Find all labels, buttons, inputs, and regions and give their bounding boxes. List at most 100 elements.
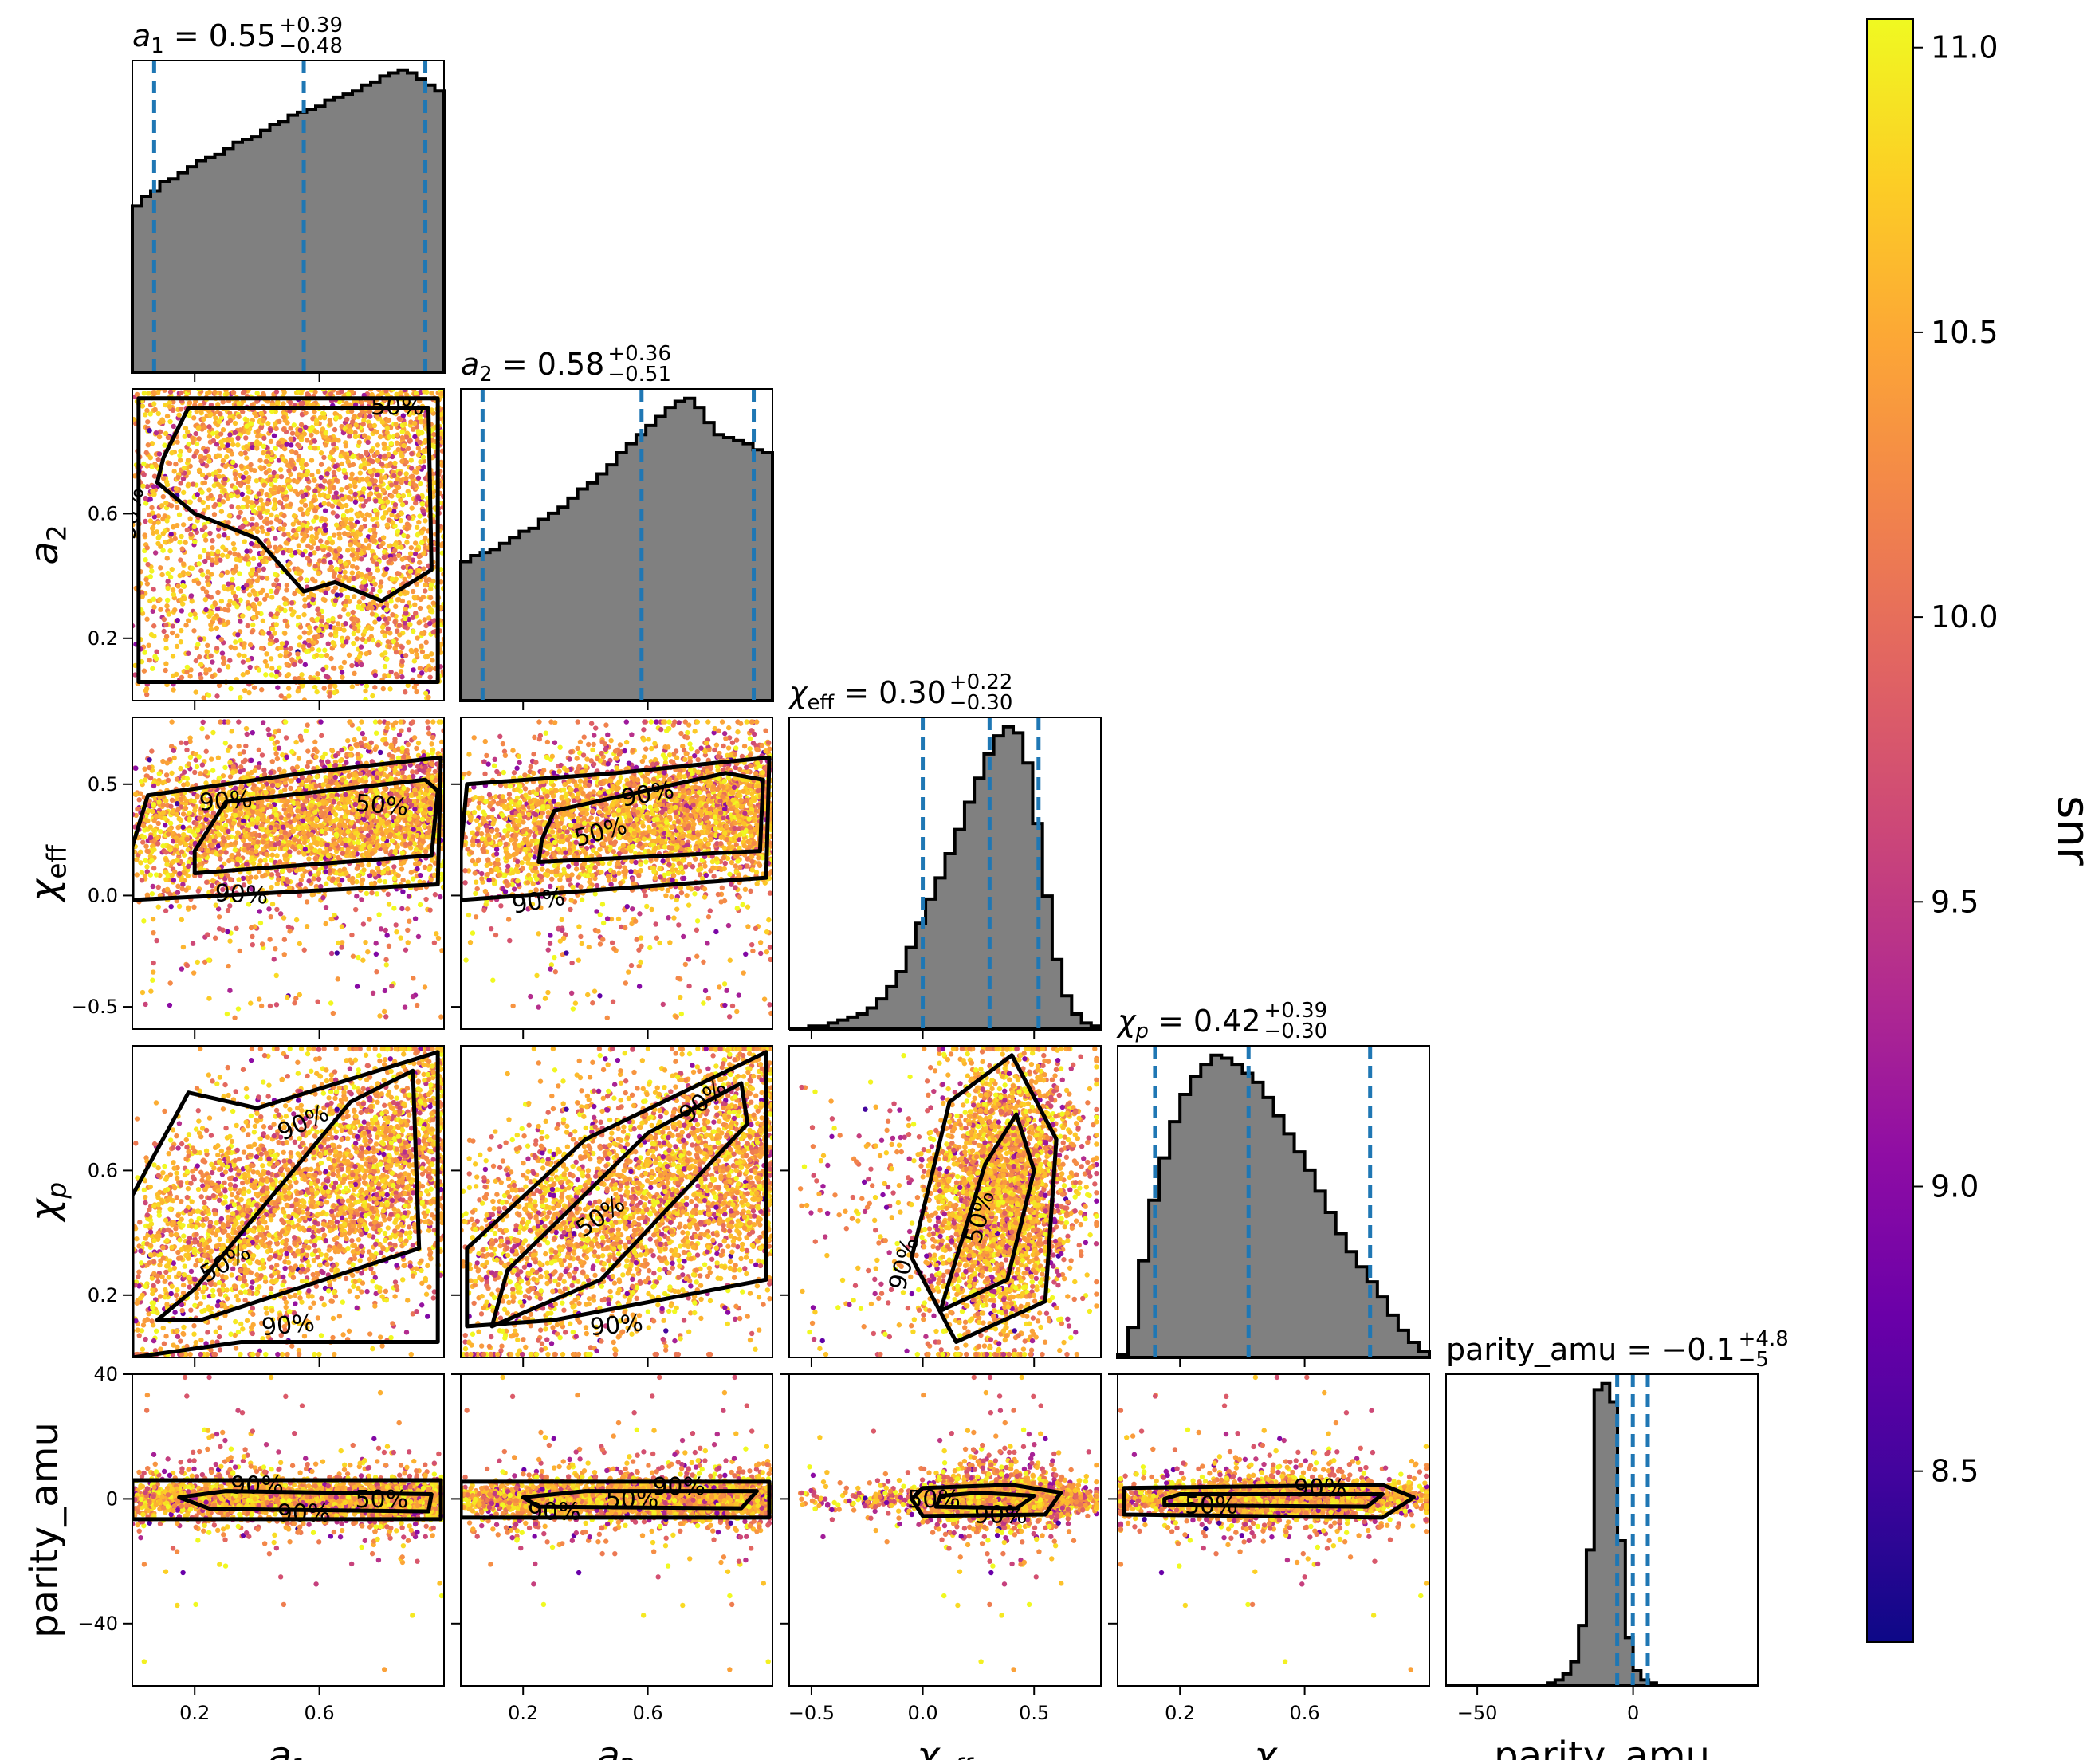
- sample-point: [271, 506, 276, 511]
- sample-point: [309, 526, 313, 531]
- sample-point: [179, 917, 184, 922]
- sample-point: [403, 616, 407, 621]
- sample-point: [399, 511, 404, 516]
- sample-point: [205, 649, 210, 654]
- sample-point: [396, 493, 401, 498]
- sample-point: [221, 655, 226, 660]
- sample-point: [236, 414, 241, 419]
- sample-point: [296, 443, 301, 448]
- sample-point: [305, 544, 310, 548]
- sample-point: [164, 634, 169, 638]
- sample-point: [259, 466, 264, 471]
- sample-point: [361, 486, 366, 491]
- sample-point: [274, 622, 279, 627]
- sample-point: [274, 669, 279, 674]
- sample-point: [265, 492, 269, 497]
- sample-point: [293, 532, 298, 537]
- sample-point: [173, 462, 178, 466]
- sample-point: [312, 740, 317, 744]
- sample-point: [409, 648, 414, 653]
- sample-point: [186, 482, 191, 487]
- sample-point: [217, 668, 222, 673]
- sample-point: [364, 574, 368, 579]
- sample-point: [149, 568, 154, 573]
- sample-point: [240, 613, 245, 618]
- sample-point: [286, 693, 291, 698]
- sample-point: [258, 858, 263, 863]
- sample-point: [222, 584, 226, 589]
- sample-point: [356, 604, 361, 609]
- sample-point: [215, 607, 220, 611]
- sample-point: [425, 719, 430, 724]
- sample-point: [375, 442, 380, 447]
- sample-point: [357, 412, 362, 417]
- sample-point: [167, 611, 171, 616]
- sample-point: [401, 443, 406, 448]
- sample-point: [264, 459, 269, 464]
- sample-point: [385, 426, 390, 430]
- sample-point: [205, 932, 210, 937]
- sample-point: [392, 619, 397, 624]
- sample-point: [286, 686, 291, 690]
- sample-point: [240, 492, 245, 497]
- sample-point: [352, 594, 356, 599]
- sample-point: [318, 538, 323, 543]
- sample-point: [149, 505, 154, 510]
- sample-point: [161, 494, 166, 499]
- sample-point: [379, 476, 384, 481]
- sample-point: [396, 553, 401, 558]
- sample-point: [381, 505, 386, 509]
- sample-point: [359, 454, 364, 458]
- sample-point: [316, 571, 321, 576]
- sample-point: [313, 515, 318, 520]
- sample-point: [212, 838, 217, 843]
- sample-point: [213, 602, 218, 607]
- sample-point: [298, 659, 303, 664]
- sample-point: [233, 421, 238, 426]
- sample-point: [226, 664, 230, 669]
- sample-point: [371, 587, 375, 592]
- sample-point: [341, 468, 346, 473]
- sample-point: [416, 446, 421, 450]
- sample-point: [250, 445, 255, 450]
- sample-point: [431, 600, 436, 605]
- sample-point: [261, 720, 265, 725]
- sample-point: [147, 658, 152, 662]
- sample-point: [326, 493, 331, 498]
- sample-point: [204, 880, 209, 885]
- sample-point: [332, 666, 336, 670]
- sample-point: [211, 438, 216, 443]
- sample-point: [388, 557, 393, 562]
- sample-point: [148, 872, 153, 877]
- sample-point: [414, 689, 419, 694]
- sample-point: [306, 643, 311, 648]
- sample-point: [340, 521, 344, 526]
- sample-point: [407, 493, 411, 497]
- sample-point: [165, 482, 170, 487]
- sample-point: [233, 430, 238, 435]
- sample-point: [311, 498, 316, 503]
- sample-point: [281, 513, 286, 518]
- sample-point: [175, 583, 180, 588]
- sample-point: [187, 499, 191, 504]
- sample-point: [265, 521, 269, 526]
- sample-point: [413, 540, 418, 545]
- sample-point: [193, 431, 198, 436]
- sample-point: [229, 504, 234, 509]
- sample-point: [319, 619, 324, 623]
- sample-point: [378, 584, 383, 589]
- sample-point: [169, 450, 174, 455]
- sample-point: [147, 428, 151, 433]
- sample-point: [355, 636, 360, 641]
- sample-point: [292, 662, 297, 666]
- sample-point: [409, 451, 414, 456]
- sample-point: [321, 455, 326, 460]
- sample-point: [429, 877, 434, 882]
- sample-point: [376, 912, 381, 917]
- sample-point: [239, 464, 244, 469]
- sample-point: [180, 882, 185, 886]
- sample-point: [272, 497, 277, 502]
- sample-point: [387, 507, 392, 512]
- sample-point: [399, 459, 404, 464]
- sample-point: [188, 532, 193, 536]
